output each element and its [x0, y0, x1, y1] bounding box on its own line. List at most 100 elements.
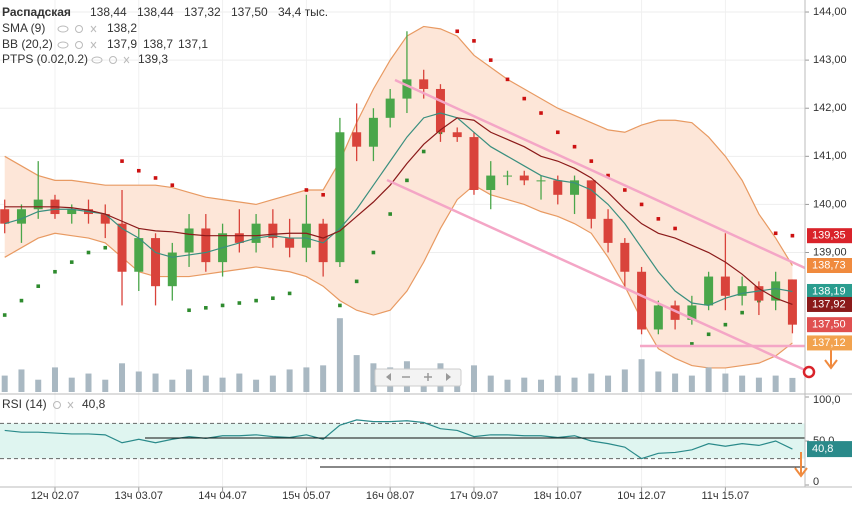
candle-body [586, 180, 596, 219]
ptps-dot [606, 173, 610, 178]
rsi-value-box [807, 441, 852, 458]
volume-bar [605, 375, 612, 392]
volume-bar [253, 379, 260, 392]
candle-body [704, 276, 714, 306]
price-label: 137,92 [812, 298, 846, 310]
candle-body [201, 228, 211, 263]
trend-line [386, 178, 806, 372]
y-tick-label: 141,00 [813, 150, 847, 162]
candle-body [16, 209, 26, 224]
ptps-dot [706, 332, 711, 337]
ptps-dot [53, 269, 57, 274]
volume-bar [169, 379, 176, 392]
alert-marker[interactable] [802, 365, 816, 379]
volume-bar [18, 369, 25, 392]
candle-body [503, 175, 512, 177]
ptps-dot [572, 144, 577, 149]
x-tick-label: 13ч 03.07 [114, 490, 163, 502]
candle-body [486, 175, 496, 190]
x-tick-label: 16ч 08.07 [366, 490, 415, 502]
candle-body [151, 238, 161, 287]
volume-bar [521, 377, 528, 392]
candle-body [553, 180, 563, 195]
ptps-dot [371, 250, 376, 255]
candle-body [117, 223, 127, 272]
volume-bar [303, 367, 310, 392]
ptps-dot [204, 306, 208, 310]
candle-body [519, 175, 529, 181]
ptps-dot [354, 279, 359, 284]
volume-bar [119, 363, 126, 392]
candle-body [167, 252, 177, 287]
ohlc-value: 137,32 [184, 5, 221, 19]
candle-body [419, 79, 429, 89]
volume-bar [504, 379, 511, 392]
volume-bar [236, 373, 243, 392]
ptps-dot [639, 202, 644, 207]
ptps-dot [136, 168, 141, 173]
price-label-box [807, 228, 852, 244]
ptps-dot [170, 183, 175, 187]
volume-bar [638, 359, 645, 392]
ptps-dot [740, 310, 744, 315]
volume-bar [772, 375, 779, 392]
volume-bar [102, 379, 109, 392]
volume-bar [320, 365, 327, 392]
indicator-value: 138,7 [143, 37, 173, 51]
x-tick-label: 17ч 09.07 [450, 490, 499, 502]
candle-body [67, 209, 77, 215]
volume-bar [353, 355, 360, 392]
indicator-name: SMA (9) [2, 21, 45, 35]
x-tick-label: 15ч 05.07 [282, 490, 331, 502]
ohlc-value: 138,44 [90, 5, 127, 19]
zoom-in[interactable] [424, 373, 432, 381]
y-tick-label: 142,00 [813, 102, 847, 114]
band-fill [4, 26, 793, 368]
candle-body [184, 228, 194, 253]
volume-bar [286, 369, 293, 392]
ptps-dot [421, 149, 426, 154]
ptps-dot [2, 313, 7, 317]
ohlc-value: 137,50 [231, 5, 268, 19]
candle-body [335, 132, 345, 263]
ptps-dot [36, 284, 41, 288]
volume-bar [688, 375, 695, 392]
legend-icons[interactable] [53, 25, 130, 409]
ptps-dot [153, 176, 158, 180]
ptps-dot [505, 77, 510, 82]
ptps-dot [69, 260, 74, 264]
volume-bar [186, 369, 193, 392]
volume-bar [655, 371, 662, 392]
candle-body [234, 233, 244, 243]
candle-body [620, 242, 630, 272]
y-tick-label: 144,00 [813, 6, 847, 18]
candle-body [720, 276, 730, 296]
volume-bar [370, 363, 377, 392]
candle-body [0, 209, 10, 224]
volume-bar [554, 375, 561, 392]
volume-bar [739, 375, 746, 392]
price-label-box [807, 296, 852, 312]
ptps-dot [690, 342, 694, 346]
volume-bar [487, 375, 494, 392]
candle-body [670, 305, 680, 320]
volume-bar [755, 377, 762, 392]
volume-bar [219, 377, 226, 392]
volume-bar [135, 371, 142, 392]
volume-bar [202, 375, 209, 392]
candle-body [268, 223, 278, 239]
volume-bar [722, 373, 729, 392]
ptps-dot [723, 322, 728, 327]
candle-body [570, 180, 580, 195]
indicator-name: PTPS (0.02,0.2) [2, 52, 88, 66]
rsi-value-label: 40,8 [812, 443, 833, 455]
price-label-box [807, 317, 852, 333]
scroll-left[interactable] [386, 373, 391, 381]
scroll-right[interactable] [446, 373, 451, 381]
ptps-dot [237, 301, 242, 305]
candle-body [771, 281, 781, 301]
indicator-line [4, 112, 793, 307]
y-tick-label: 143,00 [813, 54, 847, 66]
zoom-control[interactable] [374, 368, 462, 387]
price-label: 137,50 [812, 319, 846, 331]
